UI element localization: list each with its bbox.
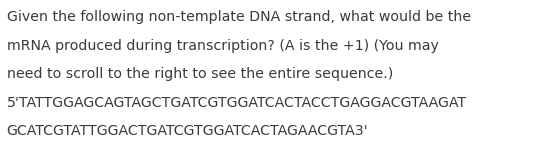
Text: 5'TATTGGAGCAGTAGCTGATCGTGGATCACTACCTGAGGACGTAAGAT: 5'TATTGGAGCAGTAGCTGATCGTGGATCACTACCTGAGG… <box>7 96 467 110</box>
Text: Given the following non-template DNA strand, what would be the: Given the following non-template DNA str… <box>7 10 471 24</box>
Text: GCATCGTATTGGACTGATCGTGGATCACTAGAACGTA3': GCATCGTATTGGACTGATCGTGGATCACTAGAACGTA3' <box>7 124 368 138</box>
Text: mRNA produced during transcription? (A is the +1) (You may: mRNA produced during transcription? (A i… <box>7 39 439 53</box>
Text: need to scroll to the right to see the entire sequence.): need to scroll to the right to see the e… <box>7 67 393 81</box>
